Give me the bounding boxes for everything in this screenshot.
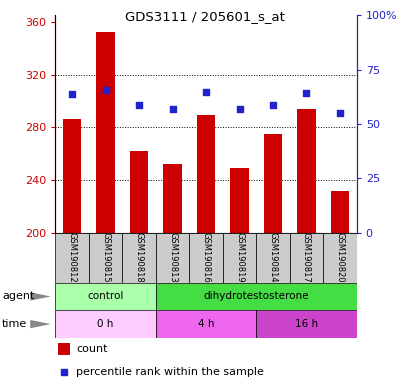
Bar — [163, 164, 181, 233]
Text: control: control — [87, 291, 124, 301]
Point — [61, 369, 67, 376]
Bar — [55, 310, 155, 338]
Bar — [58, 343, 70, 356]
Bar — [196, 116, 215, 233]
Bar — [222, 233, 256, 283]
Bar — [189, 233, 222, 283]
Bar — [155, 283, 356, 310]
Bar — [89, 233, 122, 283]
Point — [135, 102, 142, 108]
Point — [269, 102, 276, 108]
Point — [202, 89, 209, 95]
Polygon shape — [30, 292, 51, 301]
Bar — [322, 233, 356, 283]
Bar — [256, 233, 289, 283]
Bar — [263, 134, 281, 233]
Point — [169, 106, 175, 112]
Text: GDS3111 / 205601_s_at: GDS3111 / 205601_s_at — [125, 10, 284, 23]
Bar — [155, 310, 256, 338]
Text: GSM190820: GSM190820 — [335, 232, 344, 283]
Text: 4 h: 4 h — [197, 319, 214, 329]
Bar — [289, 233, 322, 283]
Polygon shape — [30, 320, 51, 328]
Bar — [63, 119, 81, 233]
Text: GSM190815: GSM190815 — [101, 232, 110, 283]
Point — [336, 110, 342, 116]
Text: GSM190813: GSM190813 — [168, 232, 177, 283]
Text: count: count — [76, 344, 108, 354]
Text: agent: agent — [2, 291, 34, 301]
Bar — [55, 233, 89, 283]
Bar — [96, 33, 115, 233]
Bar — [55, 283, 155, 310]
Text: GSM190814: GSM190814 — [268, 232, 277, 283]
Text: GSM190812: GSM190812 — [67, 232, 76, 283]
Text: 16 h: 16 h — [294, 319, 317, 329]
Text: dihydrotestosterone: dihydrotestosterone — [203, 291, 308, 301]
Text: GSM190816: GSM190816 — [201, 232, 210, 283]
Point — [69, 91, 75, 98]
Text: GSM190819: GSM190819 — [234, 232, 243, 283]
Point — [236, 106, 242, 112]
Text: time: time — [2, 319, 27, 329]
Bar — [155, 233, 189, 283]
Point — [302, 90, 309, 96]
Text: 0 h: 0 h — [97, 319, 113, 329]
Bar — [256, 310, 356, 338]
Bar — [230, 168, 248, 233]
Bar — [130, 151, 148, 233]
Bar — [330, 190, 348, 233]
Bar — [297, 109, 315, 233]
Bar — [122, 233, 155, 283]
Text: GSM190818: GSM190818 — [134, 232, 143, 283]
Text: percentile rank within the sample: percentile rank within the sample — [76, 367, 264, 377]
Point — [102, 88, 109, 94]
Text: GSM190817: GSM190817 — [301, 232, 310, 283]
